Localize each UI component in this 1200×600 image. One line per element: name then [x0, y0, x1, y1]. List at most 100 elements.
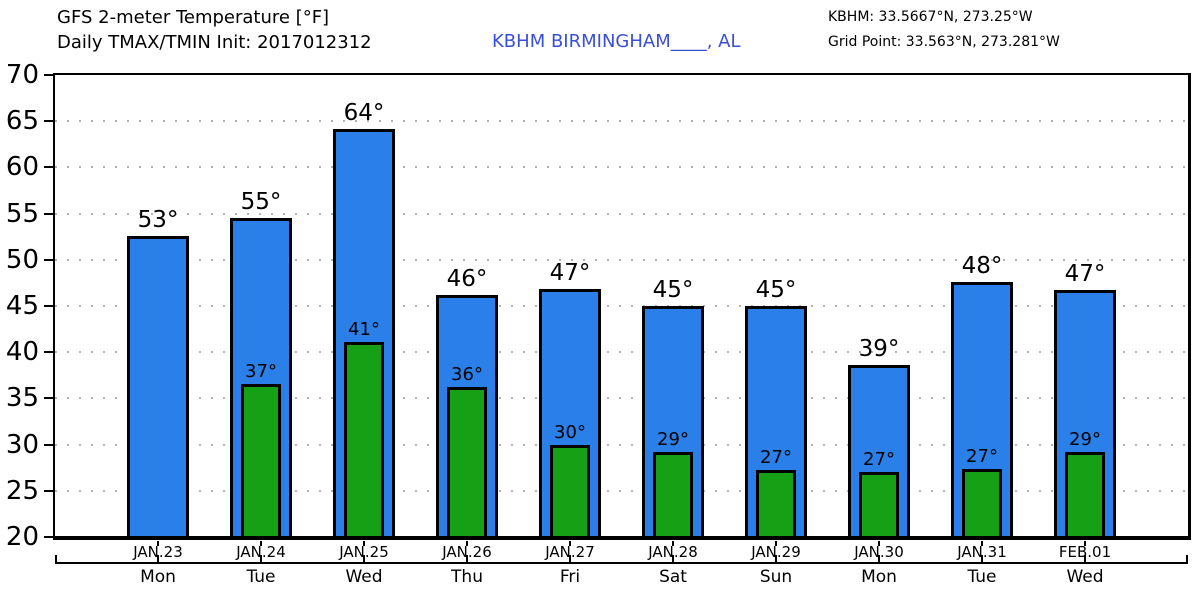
tmin-value-label: 36° — [451, 364, 483, 386]
tmin-value-label: 27° — [760, 447, 792, 469]
x-date-label: JAN.27 — [545, 543, 595, 561]
weekday-label: Mon — [140, 567, 176, 587]
x-date-label: JAN.30 — [854, 543, 904, 561]
y-axis-label: 50 — [5, 244, 39, 275]
y-axis-tick — [44, 351, 53, 354]
y-axis-tick — [44, 258, 53, 261]
tmax-bar — [333, 128, 395, 537]
y-axis-label: 70 — [5, 60, 39, 90]
x-date-label: JAN.26 — [442, 543, 492, 561]
weekday-label: Sat — [659, 567, 687, 587]
tmin-bar — [241, 383, 281, 537]
weekday-label: Fri — [559, 567, 581, 587]
weekday-label: Tue — [967, 567, 997, 587]
weekday-axis-tick — [569, 555, 571, 564]
weekday-axis-tick — [260, 555, 262, 564]
x-date-label: JAN.28 — [648, 543, 698, 561]
gridline — [55, 258, 1188, 261]
gridline — [55, 443, 1188, 446]
tmax-value-label: 64° — [343, 99, 385, 126]
y-axis-tick — [44, 212, 53, 215]
y-axis-tick — [44, 74, 53, 76]
y-axis-label: 65 — [5, 106, 39, 137]
x-axis-tick — [672, 541, 674, 546]
y-axis-label: 55 — [5, 198, 39, 229]
y-axis-tick — [44, 166, 53, 169]
tmin-value-label: 41° — [348, 319, 380, 341]
x-axis-tick — [775, 541, 777, 546]
tmax-value-label: 48° — [961, 252, 1003, 279]
x-axis-tick — [466, 541, 468, 546]
tmax-value-label: 39° — [858, 336, 900, 363]
weekday-axis-tick — [775, 555, 777, 564]
tmin-value-label: 27° — [863, 449, 895, 471]
x-date-label: JAN.23 — [133, 543, 183, 561]
gridpoint-coordinates: Grid Point: 33.563°N, 273.281°W — [828, 34, 1060, 50]
tmin-bar — [962, 468, 1002, 537]
tmin-bar — [447, 387, 487, 537]
station-name: KBHM BIRMINGHAM____, AL — [492, 31, 741, 52]
weekday-label: Mon — [861, 567, 897, 587]
x-date-label: JAN.29 — [751, 543, 801, 561]
tmax-bar — [1054, 290, 1116, 537]
tmin-value-label: 30° — [554, 421, 586, 443]
gridline — [55, 166, 1188, 169]
y-axis-label: 60 — [5, 152, 39, 183]
tmax-value-label: 46° — [446, 265, 488, 292]
weekday-axis-end-tick — [1186, 555, 1188, 564]
y-axis-tick — [44, 489, 53, 492]
y-axis-tick — [44, 443, 53, 446]
station-coordinates: KBHM: 33.5667°N, 273.25°W — [828, 9, 1033, 25]
y-axis-label: 35 — [5, 383, 39, 414]
y-axis-label: 30 — [5, 429, 39, 460]
gridline — [55, 212, 1188, 215]
gridline — [55, 351, 1188, 354]
weekday-axis-tick — [157, 555, 159, 564]
x-date-label: JAN.31 — [957, 543, 1007, 561]
x-axis-tick — [878, 541, 880, 546]
weekday-axis-tick — [466, 555, 468, 564]
y-axis-tick — [44, 397, 53, 400]
weekday-axis-tick — [363, 555, 365, 564]
weekday-axis-tick — [878, 555, 880, 564]
tmin-value-label: 27° — [966, 445, 998, 467]
y-axis-label: 45 — [5, 291, 39, 321]
y-axis-label: 25 — [5, 475, 39, 506]
gridline — [55, 305, 1188, 307]
weekday-axis-tick — [672, 555, 674, 564]
gridline — [55, 397, 1188, 400]
weekday-label: Tue — [246, 567, 276, 587]
weekday-label: Sun — [759, 567, 793, 587]
tmax-value-label: 47° — [1064, 261, 1106, 288]
chart-title: GFS 2-meter Temperature [°F] — [57, 7, 330, 28]
tmin-value-label: 29° — [657, 429, 689, 450]
x-axis-tick — [157, 541, 159, 546]
gridline — [55, 489, 1188, 492]
y-axis-label: 40 — [5, 337, 39, 368]
weekday-label: Wed — [1066, 567, 1104, 587]
x-axis-tick — [260, 541, 262, 546]
tmin-bar — [653, 451, 693, 537]
weekday-label: Wed — [345, 567, 383, 587]
gridline — [55, 120, 1188, 123]
tmax-value-label: 45° — [755, 277, 797, 303]
tmin-value-label: 37° — [245, 360, 277, 382]
weekday-axis-tick — [1084, 555, 1086, 564]
tmax-bar — [127, 235, 189, 537]
x-date-label: JAN.24 — [236, 543, 286, 561]
y-axis-tick — [44, 536, 53, 538]
x-axis-tick — [981, 541, 983, 546]
coordinates-block: KBHM: 33.5667°N, 273.25°W Grid Point: 33… — [828, 5, 1060, 55]
tmin-bar — [550, 444, 590, 537]
header-title-block: GFS 2-meter Temperature [°F] Daily TMAX/… — [57, 5, 372, 55]
y-axis-label: 20 — [5, 522, 39, 552]
y-axis-tick — [44, 120, 53, 123]
tmin-bar — [1065, 451, 1105, 537]
tmax-value-label: 47° — [549, 260, 591, 287]
x-axis-tick — [363, 541, 365, 546]
tmax-value-label: 45° — [652, 277, 694, 303]
tmin-bar — [756, 470, 796, 537]
x-axis-tick — [1084, 541, 1086, 546]
tmin-bar — [859, 472, 899, 537]
